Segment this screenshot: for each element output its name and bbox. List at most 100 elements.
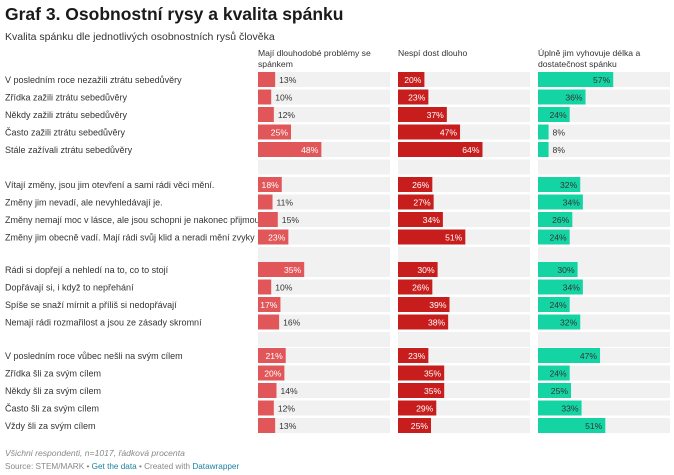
row-label: Někdy zažili ztrátu sebedůvěry — [5, 110, 128, 120]
bar-bg — [538, 297, 670, 312]
row-label: Vždy šli za svým cílem — [5, 421, 96, 431]
bar — [538, 124, 549, 140]
bar — [538, 177, 581, 192]
bar-value-label: 20% — [264, 369, 282, 379]
bar — [398, 177, 433, 192]
bar — [398, 107, 447, 122]
bar-value-label: 17% — [260, 300, 278, 310]
bar — [258, 229, 289, 245]
bar-value-label: 10% — [275, 93, 293, 103]
get-data-link[interactable]: Get the data — [91, 462, 137, 471]
chart-area: V posledním roce nezažili ztrátu sebedův… — [5, 72, 670, 433]
spacer-bg — [258, 159, 390, 175]
bar — [538, 72, 614, 87]
row-label: Dopřávají si, i když to nepřehání — [5, 283, 134, 293]
column-header-3: Úplně jim vyhovuje délka a dostatečnost … — [538, 48, 641, 69]
bar — [258, 72, 276, 87]
bar — [538, 314, 581, 330]
bar-bg — [258, 72, 390, 87]
bar-value-label: 25% — [271, 128, 289, 138]
bar — [258, 400, 274, 416]
spacer-bg — [538, 332, 670, 347]
bar — [538, 107, 570, 122]
bar-bg — [258, 383, 390, 398]
bar-bg — [398, 348, 530, 363]
bar-bg — [258, 89, 390, 105]
chart-title: Graf 3. Osobnostní rysy a kvalita spánku — [5, 4, 344, 24]
spacer-bg — [538, 159, 670, 175]
bar — [538, 229, 570, 245]
bar-bg — [258, 348, 390, 363]
bar-bg — [398, 72, 530, 87]
bar — [398, 262, 438, 277]
spacer-bg — [398, 247, 530, 262]
datawrapper-link[interactable]: Datawrapper — [192, 462, 240, 471]
bar-value-label: 20% — [404, 75, 422, 85]
bar-value-label: 24% — [549, 369, 567, 379]
row-label: Často zažili ztrátu sebedůvěry — [5, 128, 126, 138]
bar-value-label: 29% — [416, 404, 434, 414]
bar-value-label: 47% — [440, 128, 458, 138]
bar-value-label: 23% — [408, 351, 426, 361]
bar-value-label: 12% — [278, 110, 296, 120]
bar-bg — [258, 365, 390, 381]
bar-value-label: 34% — [423, 215, 441, 225]
bar-value-label: 51% — [445, 233, 463, 243]
bar — [398, 400, 437, 416]
bar-value-label: 14% — [280, 386, 298, 396]
bar-value-label: 30% — [417, 265, 435, 275]
bar — [538, 262, 578, 277]
bar — [398, 279, 433, 295]
row-label: Někdy šli za svým cílem — [5, 386, 101, 396]
bar-value-label: 36% — [565, 93, 583, 103]
bar-value-label: 37% — [427, 110, 445, 120]
bar-bg — [538, 365, 670, 381]
bar — [398, 124, 461, 140]
bar — [398, 194, 434, 210]
bar-value-label: 25% — [551, 386, 569, 396]
bar-bg — [258, 297, 390, 312]
bar-bg — [258, 314, 390, 330]
bar-bg — [398, 89, 530, 105]
row-label: Změny nemají moc v lásce, ale jsou schop… — [5, 215, 263, 225]
bar — [258, 177, 282, 192]
bar-value-label: 35% — [424, 369, 442, 379]
bar-value-label: 51% — [585, 421, 603, 431]
bar — [258, 348, 286, 363]
row-label: Stále zažívali ztrátu sebedůvěry — [5, 145, 133, 155]
bar — [538, 142, 549, 157]
bar — [538, 400, 582, 416]
bar-value-label: 13% — [279, 75, 297, 85]
spacer-bg — [398, 159, 530, 175]
bar-value-label: 32% — [560, 318, 578, 328]
bar-bg — [538, 229, 670, 245]
bar — [258, 418, 276, 433]
bar — [398, 142, 483, 157]
bar-value-label: 13% — [279, 421, 297, 431]
bar-value-label: 11% — [277, 198, 294, 208]
bar-value-label: 12% — [278, 404, 296, 414]
bar-bg — [538, 107, 670, 122]
bar-value-label: 47% — [580, 351, 598, 361]
bar — [258, 107, 274, 122]
column-header-1: Mají dlouhodobé problémy se spánkem — [258, 48, 371, 69]
bar-value-label: 26% — [412, 283, 430, 293]
chart-note: Všichni respondenti, n=1017, řádková pro… — [5, 448, 185, 458]
bar — [258, 297, 281, 312]
bar-bg — [258, 279, 390, 295]
spacer-bg — [538, 247, 670, 262]
bar-value-label: 23% — [408, 93, 426, 103]
bar-value-label: 8% — [553, 145, 566, 155]
bar — [258, 314, 280, 330]
row-label: Často šli za svým cílem — [5, 404, 99, 414]
bar-value-label: 27% — [413, 198, 431, 208]
bar — [398, 229, 466, 245]
bar-bg — [258, 107, 390, 122]
row-label: V posledním roce nezažili ztrátu sebedův… — [5, 75, 182, 85]
footer-separator: • — [84, 462, 92, 471]
bar-bg — [258, 194, 390, 210]
bar-value-label: 23% — [268, 233, 286, 243]
bar-value-label: 16% — [283, 318, 301, 328]
bar — [538, 279, 583, 295]
bar — [538, 89, 586, 105]
